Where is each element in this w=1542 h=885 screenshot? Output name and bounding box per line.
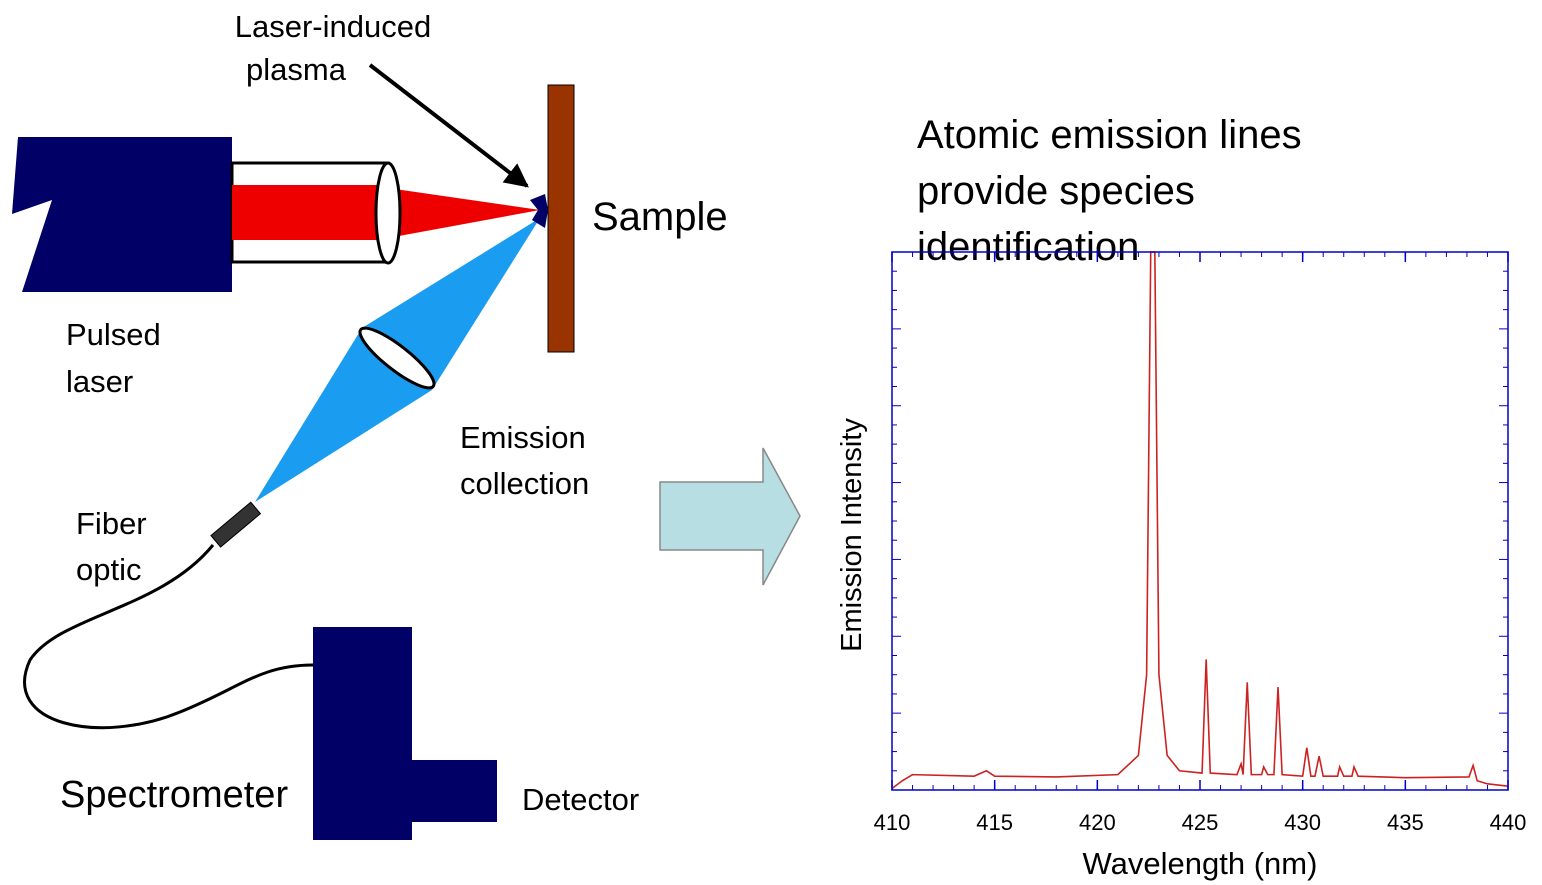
plasma (530, 194, 548, 228)
x-tick-label: 430 (1284, 810, 1321, 835)
fiber-cable (23, 544, 314, 730)
y-axis-label: Emission Intensity (836, 418, 868, 652)
fiber-label: Fiber (76, 506, 147, 541)
collection-label: Emission (460, 420, 586, 455)
x-tick-label: 415 (976, 810, 1013, 835)
x-tick-label: 435 (1387, 810, 1424, 835)
fiber-label: optic (76, 552, 141, 587)
plasma-label: plasma (246, 52, 347, 87)
fiber-connector (210, 501, 262, 548)
chart: Atomic emission lines provide species iden… (836, 113, 1526, 881)
laser-label: Pulsed (66, 317, 161, 352)
sample (547, 84, 575, 353)
x-tick-label: 425 (1182, 810, 1219, 835)
plasma-arrow (368, 63, 529, 188)
chart-title: Atomic emission lines (917, 113, 1302, 157)
x-axis-label: Wavelength (nm) (1083, 846, 1318, 881)
spectrometer (313, 627, 412, 840)
collection-cone (362, 218, 540, 390)
x-tick-label: 410 (874, 810, 911, 835)
focused-beam (388, 188, 540, 238)
x-tick-label: 420 (1079, 810, 1116, 835)
spectrum-line (891, 251, 1509, 790)
chart-title: identification (917, 225, 1139, 269)
flow-arrow (659, 447, 801, 586)
laser-label: laser (66, 364, 133, 399)
plasma-label: Laser-induced (235, 9, 431, 44)
sample-label: Sample (592, 195, 728, 239)
laser-beam (232, 185, 388, 240)
x-tick-label: 440 (1490, 810, 1527, 835)
spectrometer-label: Spectrometer (60, 774, 288, 816)
plot-frame (891, 251, 1509, 791)
detector-label: Detector (522, 782, 639, 817)
focus-lens (374, 161, 402, 265)
collection-lens (358, 326, 436, 390)
chart-title: provide species (917, 169, 1195, 213)
collection-label: collection (460, 466, 589, 501)
collection-cone (255, 328, 432, 502)
laser (12, 137, 232, 292)
detector (412, 760, 497, 822)
